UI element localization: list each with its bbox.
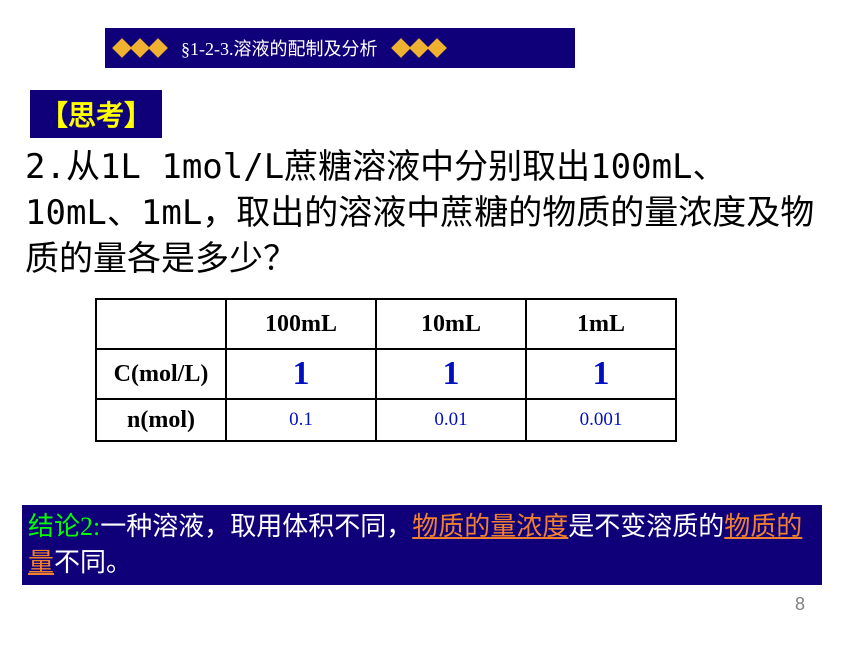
diamond-icon [130, 38, 150, 58]
conclusion-prefix: 结论2: [28, 512, 100, 541]
diamond-group-right [394, 41, 444, 55]
conclusion-box: 结论2:一种溶液，取用体积不同，物质的量浓度是不变溶质的物质的量不同。 [22, 505, 822, 585]
row-label: C(mol/L) [96, 349, 226, 399]
conclusion-text: 是不变溶质的 [568, 512, 724, 541]
cell-value: 1 [226, 349, 376, 399]
cell-value: 0.01 [376, 399, 526, 441]
diamond-icon [112, 38, 132, 58]
cell-value: 1 [376, 349, 526, 399]
header-title: §1-2-3.溶液的配制及分析 [181, 35, 378, 61]
header-bar: §1-2-3.溶液的配制及分析 [105, 28, 575, 68]
diamond-group-left [115, 41, 165, 55]
row-label: n(mol) [96, 399, 226, 441]
col-header: 100mL [226, 299, 376, 349]
data-table: 100mL 10mL 1mL C(mol/L) 1 1 1 n(mol) 0.1… [95, 298, 677, 442]
cell-value: 1 [526, 349, 676, 399]
diamond-icon [148, 38, 168, 58]
table-header-row: 100mL 10mL 1mL [96, 299, 676, 349]
diamond-icon [391, 38, 411, 58]
table-row: C(mol/L) 1 1 1 [96, 349, 676, 399]
table-corner [96, 299, 226, 349]
cell-value: 0.1 [226, 399, 376, 441]
conclusion-highlight: 物质的量浓度 [412, 512, 568, 541]
table-row: n(mol) 0.1 0.01 0.001 [96, 399, 676, 441]
page-number: 8 [795, 594, 805, 615]
diamond-icon [427, 38, 447, 58]
question-text: 2.从1L 1mol/L蔗糖溶液中分别取出100mL、10mL、1mL，取出的溶… [25, 145, 835, 283]
diamond-icon [409, 38, 429, 58]
conclusion-text: 一种溶液，取用体积不同， [100, 512, 412, 541]
col-header: 1mL [526, 299, 676, 349]
cell-value: 0.001 [526, 399, 676, 441]
conclusion-text: 不同。 [54, 548, 132, 577]
col-header: 10mL [376, 299, 526, 349]
think-label: 【思考】 [30, 90, 162, 138]
